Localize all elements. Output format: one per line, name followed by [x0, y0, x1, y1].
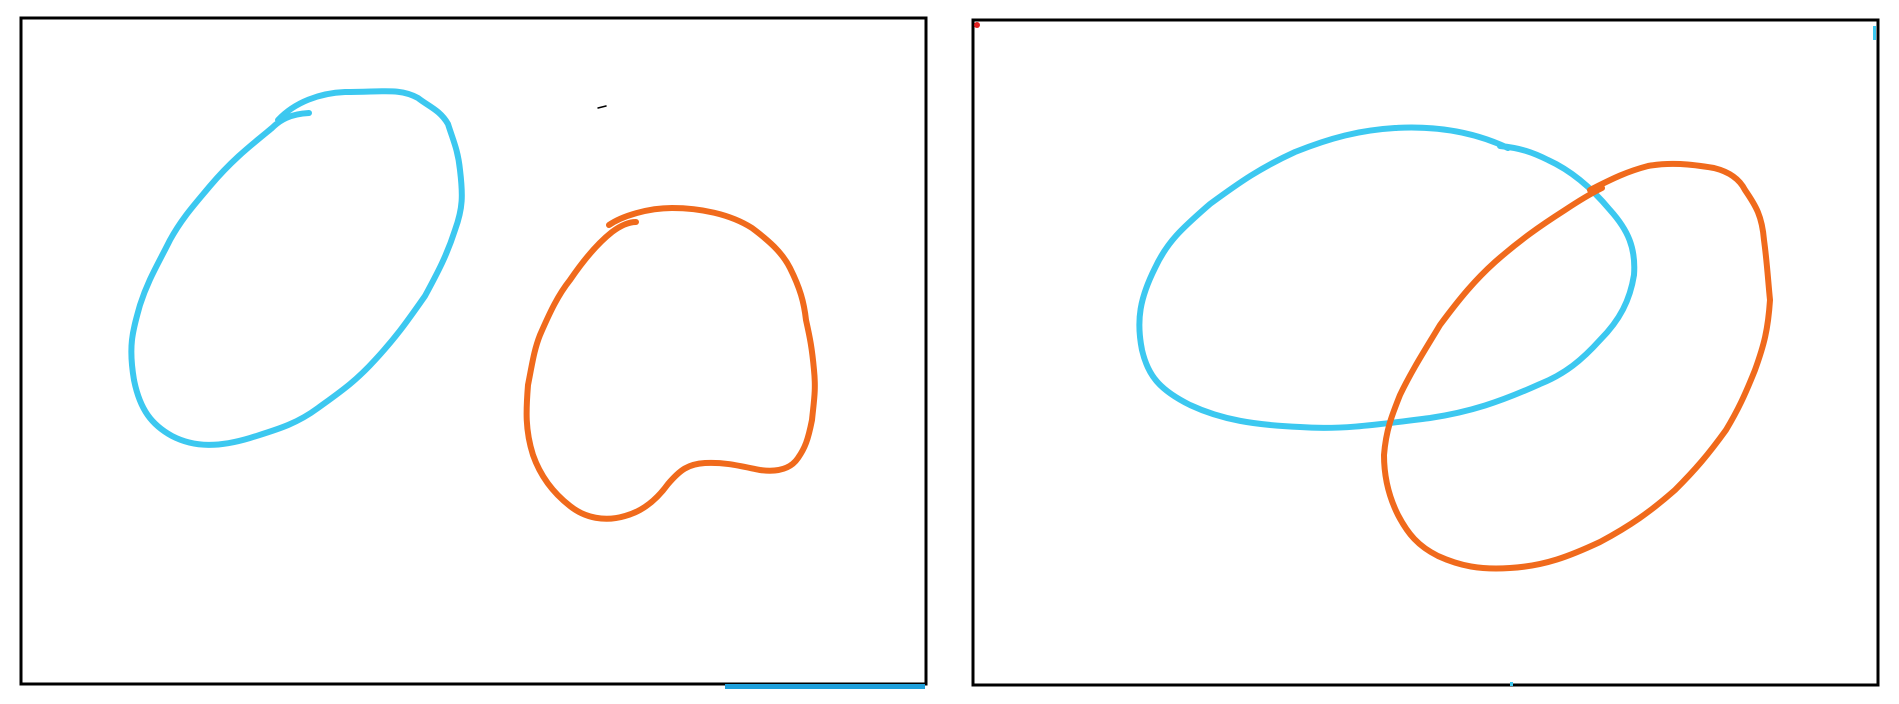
right-blue-loop [1136, 124, 1638, 431]
left-panel-frame [19, 16, 928, 686]
right-corner-mark [1873, 26, 1876, 40]
right-red-dot [974, 22, 980, 28]
left-panel [19, 16, 928, 689]
left-blue-loop [128, 88, 465, 448]
right-orange-loop [1381, 160, 1773, 572]
stray-dash-mark [597, 105, 607, 109]
left-bottom-bar [725, 684, 925, 689]
right-panel [971, 18, 1880, 687]
right-bottom-mark [1510, 682, 1513, 686]
left-orange-loop [523, 205, 818, 522]
